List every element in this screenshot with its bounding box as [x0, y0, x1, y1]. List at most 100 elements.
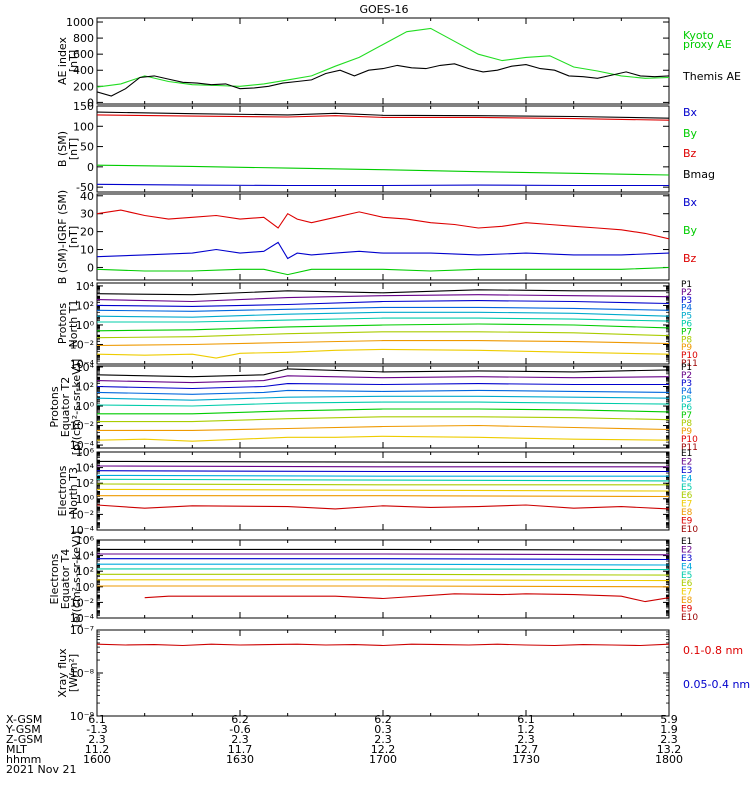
series-line-p3: [97, 300, 669, 307]
x-axis-row-label: X-GSM: [6, 713, 42, 726]
series-line-e9: [144, 593, 669, 603]
x-axis-tick-value: 2.3: [88, 733, 106, 746]
panel-ae: 0 200 400 600 800 1000 AE index[nT] Kyotoproxy …: [56, 16, 741, 109]
x-axis-table: X-GSM 6.1 6.2 6.2 6.1 5.9 Y-GSM -1.3 -0.6 0.3 1.2 1…: [5, 713, 683, 776]
legend-entry: Bz: [683, 147, 697, 160]
y-axis-label: Xray flux: [56, 648, 69, 698]
x-axis-tick-value: 2.3: [374, 733, 392, 746]
y-tick-label: 10⁶: [76, 446, 95, 459]
y-axis-label: [e/(cm²-s-sr-keV)]: [70, 531, 83, 627]
legend-entry: P4: [681, 304, 692, 314]
series-line-e8: [97, 585, 669, 588]
x-axis-row-label: hhmm: [6, 753, 41, 766]
x-axis-tick-value: 1700: [369, 753, 397, 766]
series-line-e8: [97, 495, 669, 498]
series-line-e4: [97, 563, 669, 566]
y-tick-label: 10⁰: [76, 319, 95, 332]
legend-entry: P8: [681, 335, 692, 345]
y-axis-label: Equator T4: [59, 549, 72, 609]
legend-entry: P9: [681, 343, 692, 353]
y-tick-label: 0: [87, 161, 94, 174]
y-tick-label: 10⁻⁴: [70, 612, 95, 625]
series-line-p10: [97, 348, 669, 359]
y-tick-label: 10⁴: [76, 550, 95, 563]
plot-date: 2021 Nov 21: [6, 763, 76, 776]
x-axis-tick-value: 1600: [83, 753, 111, 766]
y-tick-label: 10²: [76, 477, 94, 490]
legend-entry: P2: [681, 371, 692, 381]
series-group: [97, 27, 669, 97]
series-line-p9: [97, 424, 669, 431]
series-line-p8: [97, 331, 669, 339]
series-group: [97, 548, 669, 603]
series-line-p9: [97, 340, 669, 347]
series-line-e2: [97, 553, 669, 556]
x-axis-tick-value: 1.9: [660, 723, 678, 736]
legend-entry: E5: [681, 483, 692, 493]
series-line-themis-ae: [97, 63, 669, 97]
legend-entry: E4: [681, 474, 693, 484]
y-tick-label: 20: [80, 226, 94, 239]
legend-entry: Bz: [683, 252, 697, 265]
y-tick-label: 200: [73, 80, 94, 93]
y-tick-label: 10⁻²: [70, 338, 94, 351]
series-line-bz: [97, 114, 669, 121]
x-axis-tick-value: 6.2: [374, 713, 392, 726]
y-axis-label: North T3: [67, 467, 80, 515]
legend-entry: E4: [681, 562, 693, 572]
x-axis-tick-value: 2.3: [231, 733, 249, 746]
legend-entry: E9: [681, 605, 693, 615]
x-axis-tick-value: -0.6: [229, 723, 250, 736]
series-line-p4: [97, 389, 669, 395]
series-line-p2: [97, 294, 669, 303]
y-tick-label: 10²: [76, 299, 94, 312]
y-tick-label: 10⁻⁹: [70, 710, 94, 723]
y-axis-label: AE index: [56, 36, 69, 85]
legend-entry: E5: [681, 571, 692, 581]
panel-b: -50 0 50 100 150 B (SM)[nT] Bx By Bz Bmag: [56, 100, 715, 194]
series-group: [97, 209, 669, 276]
panel-frame: [96, 365, 670, 449]
y-tick-label: 10²: [76, 565, 94, 578]
x-axis-tick-value: 11.7: [228, 743, 253, 756]
legend-entry: By: [683, 224, 698, 237]
x-axis-tick-value: 1730: [512, 753, 540, 766]
series-line-e9: [97, 504, 669, 510]
x-axis-tick-value: 6.1: [88, 713, 106, 726]
x-axis-row-label: Y-GSM: [5, 723, 41, 736]
series-line-p8: [97, 416, 669, 423]
legend-entry: P3: [681, 296, 692, 306]
legend-entry: P10: [681, 351, 698, 361]
legend-entry: E7: [681, 500, 692, 510]
series-line-bx: [97, 183, 669, 187]
y-tick-label: 400: [73, 64, 94, 77]
legend-entry: E6: [681, 579, 693, 589]
y-tick-label: 10⁻⁴: [70, 439, 95, 452]
legend-entry: E3: [681, 466, 692, 476]
y-tick-label: 150: [73, 100, 94, 113]
x-axis-tick-value: 0.3: [374, 723, 392, 736]
series-line-bx: [97, 241, 669, 260]
series-line-0-1-0-8-nm: [97, 643, 669, 647]
series-line-e2: [97, 465, 669, 468]
y-axis-label: [p/(cm²-s-sr-keV)]: [70, 359, 83, 456]
legend-entry: E8: [681, 508, 693, 518]
y-tick-label: 100: [73, 120, 94, 133]
legend-entry: E10: [681, 613, 698, 623]
series-line-e1: [97, 460, 669, 464]
y-tick-label: 40: [80, 190, 94, 203]
y-axis-label: [nT]: [67, 226, 80, 248]
series-line-e7: [97, 488, 669, 492]
series-line-e3: [97, 470, 669, 473]
legend-entry: E3: [681, 554, 692, 564]
y-tick-label: 10⁻²: [70, 508, 94, 521]
x-axis-tick-value: 12.7: [514, 743, 539, 756]
x-axis-tick-value: 2.3: [517, 733, 535, 746]
y-axis-label: [nT]: [67, 50, 80, 72]
y-tick-label: 10⁴: [76, 462, 95, 475]
series-line-by: [97, 266, 669, 276]
legend-entry: P3: [681, 379, 692, 389]
series-line-p1: [97, 289, 669, 296]
